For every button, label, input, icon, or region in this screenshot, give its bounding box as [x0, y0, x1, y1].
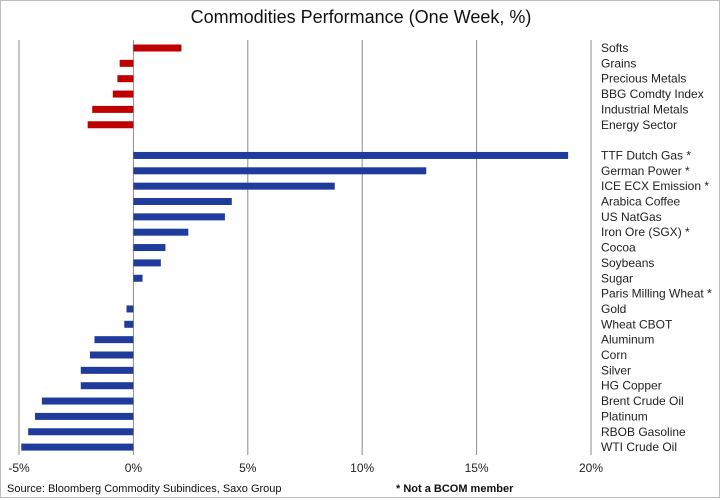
bar: [133, 198, 232, 205]
category-label: Precious Metals: [601, 72, 686, 86]
bar: [133, 259, 161, 267]
bar: [92, 105, 134, 113]
category-label: Iron Ore (SGX) *: [601, 225, 690, 239]
category-label: Wheat CBOT: [601, 317, 673, 331]
category-label: ICE ECX Emission *: [601, 179, 709, 193]
category-label: Grains: [601, 56, 636, 70]
bar: [133, 274, 143, 282]
category-label: Soybeans: [601, 256, 654, 270]
category-label: BBG Comdty Index: [601, 87, 704, 101]
x-tick-label: 10%: [350, 461, 374, 475]
x-tick-label: -5%: [8, 461, 30, 475]
bar: [28, 428, 134, 436]
category-label: WTI Crude Oil: [601, 440, 677, 454]
footnote: * Not a BCOM member: [396, 483, 514, 495]
category-label: Industrial Metals: [601, 102, 688, 116]
category-label: US NatGas: [601, 210, 662, 224]
chart-title: Commodities Performance (One Week, %): [190, 7, 532, 27]
bar: [80, 366, 134, 374]
x-tick-label: 15%: [465, 461, 489, 475]
x-tick-label: 20%: [579, 461, 603, 475]
category-label: Gold: [601, 302, 626, 316]
bar: [126, 305, 134, 313]
bar: [133, 228, 189, 236]
x-tick-labels: -5% 0% 5% 10% 15% 20%: [8, 461, 603, 475]
grid-lines: [18, 40, 592, 455]
category-label: Arabica Coffee: [601, 195, 680, 209]
bars: [21, 44, 569, 451]
category-label: Softs: [601, 41, 628, 55]
category-label: Paris Milling Wheat *: [601, 287, 712, 301]
x-tick-label: 5%: [239, 461, 257, 475]
bar: [119, 59, 134, 67]
category-label: Sugar: [601, 271, 633, 285]
category-label: Corn: [601, 348, 627, 362]
bar: [112, 90, 134, 98]
x-tick-label: 0%: [125, 461, 143, 475]
category-label: German Power *: [601, 164, 690, 178]
category-label: Aluminum: [601, 333, 654, 347]
bar: [94, 336, 134, 344]
category-label: Brent Crude Oil: [601, 394, 684, 408]
source-note: Source: Bloomberg Commodity Subindices, …: [7, 483, 282, 495]
bar: [133, 244, 166, 252]
bar: [80, 382, 134, 390]
bar: [87, 121, 134, 129]
category-label: RBOB Gasoline: [601, 425, 686, 439]
category-label: Energy Sector: [601, 118, 677, 132]
bar: [133, 213, 225, 221]
bar: [117, 75, 134, 83]
category-label: Cocoa: [601, 241, 636, 255]
category-label: HG Copper: [601, 379, 662, 393]
bar: [35, 412, 134, 420]
category-label: Silver: [601, 363, 631, 377]
category-label: TTF Dutch Gas *: [601, 148, 691, 162]
bar: [21, 443, 134, 451]
bar: [133, 167, 427, 175]
category-label: Platinum: [601, 409, 648, 423]
bar: [133, 44, 182, 52]
bar: [89, 351, 134, 359]
bar: [133, 151, 569, 159]
bar: [133, 182, 335, 190]
bar: [41, 397, 134, 405]
bar: [124, 320, 134, 328]
